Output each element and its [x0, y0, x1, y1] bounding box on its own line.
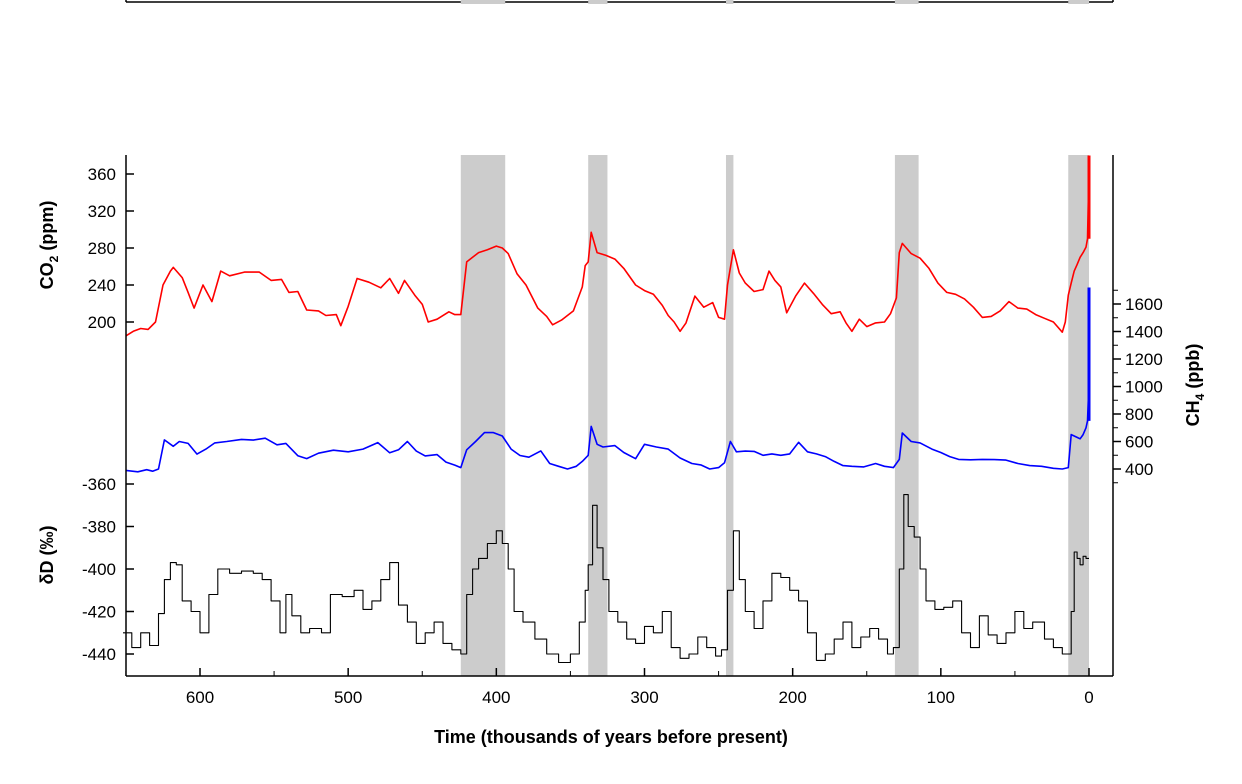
dd-series-line — [123, 494, 1089, 664]
shaded-interval-2 — [725, 155, 734, 676]
upper-shaded-interval-3 — [894, 0, 919, 4]
dd-axis-ticks: -360 -380 -400 -420 -440 — [82, 475, 134, 664]
ch4-axis-ticks: 400 600 800 1000 1200 1400 1600 — [1113, 289, 1163, 484]
co2-axis-title: CO2 (ppm) — [37, 201, 61, 290]
x-axis-ticks: 600 500 400 300 200 100 0 — [125, 668, 1094, 707]
co2-tick-label-0: 200 — [88, 313, 116, 332]
data-series — [123, 155, 1091, 664]
dd-tick-label-0: -360 — [82, 475, 116, 494]
ch4-axis-title: CH4 (ppb) — [1183, 344, 1207, 427]
dd-axis-title: δD (‰) — [37, 526, 57, 585]
ch4-series-line — [125, 287, 1090, 473]
ch4-tick-label-4: 1200 — [1125, 350, 1163, 369]
ch4-tick-label-2: 800 — [1125, 405, 1153, 424]
dd-tick-label-1: -380 — [82, 518, 116, 537]
x-tick-label-1: 500 — [334, 688, 362, 707]
co2-tick-label-4: 360 — [88, 165, 116, 184]
x-tick-label-6: 0 — [1084, 688, 1093, 707]
upper-panel-shaded-intervals — [460, 0, 1089, 4]
shaded-interval-0 — [460, 155, 506, 676]
x-axis-title: Time (thousands of years before present) — [434, 727, 788, 747]
dd-tick-label-4: -440 — [82, 645, 116, 664]
shaded-interval-4 — [1068, 155, 1089, 676]
co2-tick-label-2: 280 — [88, 239, 116, 258]
ch4-tick-label-5: 1400 — [1125, 323, 1163, 342]
upper-panel-frame — [125, 0, 1114, 3]
axes — [125, 155, 1114, 677]
ch4-tick-label-1: 600 — [1125, 433, 1153, 452]
co2-series-line — [125, 155, 1090, 337]
x-tick-label-3: 300 — [630, 688, 658, 707]
interglacial-shaded-intervals — [460, 155, 1089, 676]
x-tick-label-4: 200 — [778, 688, 806, 707]
upper-shaded-interval-4 — [1068, 0, 1089, 4]
x-tick-label-2: 400 — [482, 688, 510, 707]
co2-tick-label-1: 240 — [88, 276, 116, 295]
shaded-interval-3 — [894, 155, 919, 676]
co2-tick-label-3: 320 — [88, 202, 116, 221]
upper-shaded-interval-2 — [725, 0, 734, 4]
dd-tick-label-3: -420 — [82, 603, 116, 622]
upper-shaded-interval-1 — [588, 0, 608, 4]
dd-tick-label-2: -400 — [82, 560, 116, 579]
ch4-tick-label-3: 1000 — [1125, 378, 1163, 397]
ch4-tick-label-0: 400 — [1125, 460, 1153, 479]
x-tick-label-5: 100 — [927, 688, 955, 707]
co2-axis-ticks: 200 240 280 320 360 — [88, 165, 134, 332]
upper-shaded-interval-0 — [460, 0, 506, 4]
ch4-tick-label-6: 1600 — [1125, 295, 1163, 314]
x-tick-label-0: 600 — [186, 688, 214, 707]
